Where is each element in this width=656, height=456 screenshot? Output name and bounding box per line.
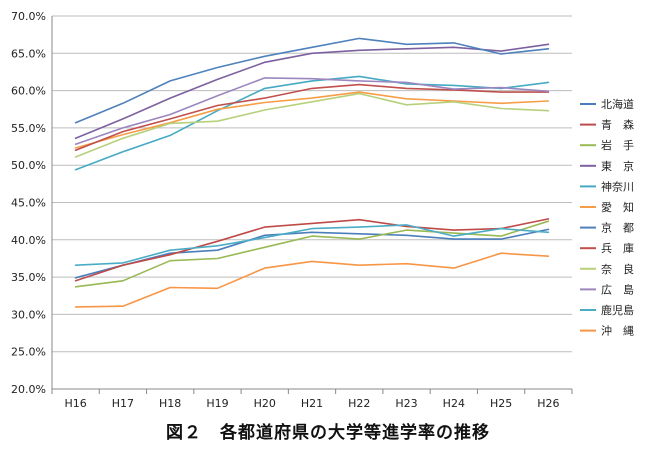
x-tick-label: H22 (348, 397, 370, 410)
y-tick-label: 60.0% (11, 85, 46, 98)
legend-label: 東 京 (601, 159, 634, 173)
series-line (74, 75, 550, 171)
legend-label: 奈 良 (601, 262, 634, 276)
series-lines (74, 37, 550, 308)
y-tick-label: 70.0% (11, 10, 46, 23)
series-line (74, 252, 550, 308)
series-line (74, 224, 550, 267)
x-tick-label: H16 (64, 397, 86, 410)
series-line (74, 228, 550, 279)
y-tick-label: 25.0% (11, 346, 46, 359)
legend-label: 愛 知 (601, 200, 634, 214)
y-tick-label: 50.0% (11, 159, 46, 172)
line-chart: 20.0% 25.0% 30.0% 35.0% 40.0% 45.0% 50.0% 55.0%… (11, 10, 634, 410)
series-line (74, 218, 550, 282)
x-tick-label: H21 (301, 397, 323, 410)
legend-label: 兵 庫 (601, 241, 634, 255)
legend-label: 岩 手 (601, 138, 634, 152)
legend-label: 京 都 (601, 221, 634, 235)
x-tick-label: H24 (443, 397, 465, 410)
y-axis-tick-labels: 20.0% 25.0% 30.0% 35.0% 40.0% 45.0% 50.0% 55.0%… (11, 10, 46, 396)
legend-label: 広 島 (601, 282, 634, 296)
x-tick-label: H26 (537, 397, 559, 410)
x-tick-label: H19 (206, 397, 228, 410)
series-line (74, 37, 550, 124)
x-tick-label: H20 (254, 397, 276, 410)
y-tick-label: 45.0% (11, 197, 46, 210)
legend-label: 青 森 (601, 118, 634, 132)
y-tick-label: 35.0% (11, 271, 46, 284)
legend-label: 沖 縄 (601, 324, 634, 338)
axes (51, 16, 573, 394)
legend-label: 北海道 (601, 97, 634, 111)
y-tick-label: 55.0% (11, 122, 46, 135)
y-tick-label: 20.0% (11, 383, 46, 396)
legend-label: 鹿児島 (601, 303, 634, 317)
y-tick-label: 40.0% (11, 234, 46, 247)
x-tick-label: H23 (395, 397, 417, 410)
series-line (74, 43, 550, 140)
y-tick-label: 65.0% (11, 47, 46, 60)
chart-title: 図２ 各都道府県の大学等進学率の推移 (166, 423, 490, 443)
x-axis-tick-labels: H16 H17 H18 H19 H20 H21 H22 H23 H24 H25 H26 (64, 397, 559, 410)
series-line (74, 83, 550, 152)
gridlines (52, 15, 572, 353)
series-line (74, 77, 550, 146)
y-tick-label: 30.0% (11, 308, 46, 321)
x-tick-label: H25 (490, 397, 512, 410)
x-tick-label: H17 (112, 397, 134, 410)
series-line (74, 91, 550, 149)
legend-label: 神奈川 (601, 179, 634, 193)
x-tick-label: H18 (159, 397, 181, 410)
series-line (74, 92, 550, 158)
